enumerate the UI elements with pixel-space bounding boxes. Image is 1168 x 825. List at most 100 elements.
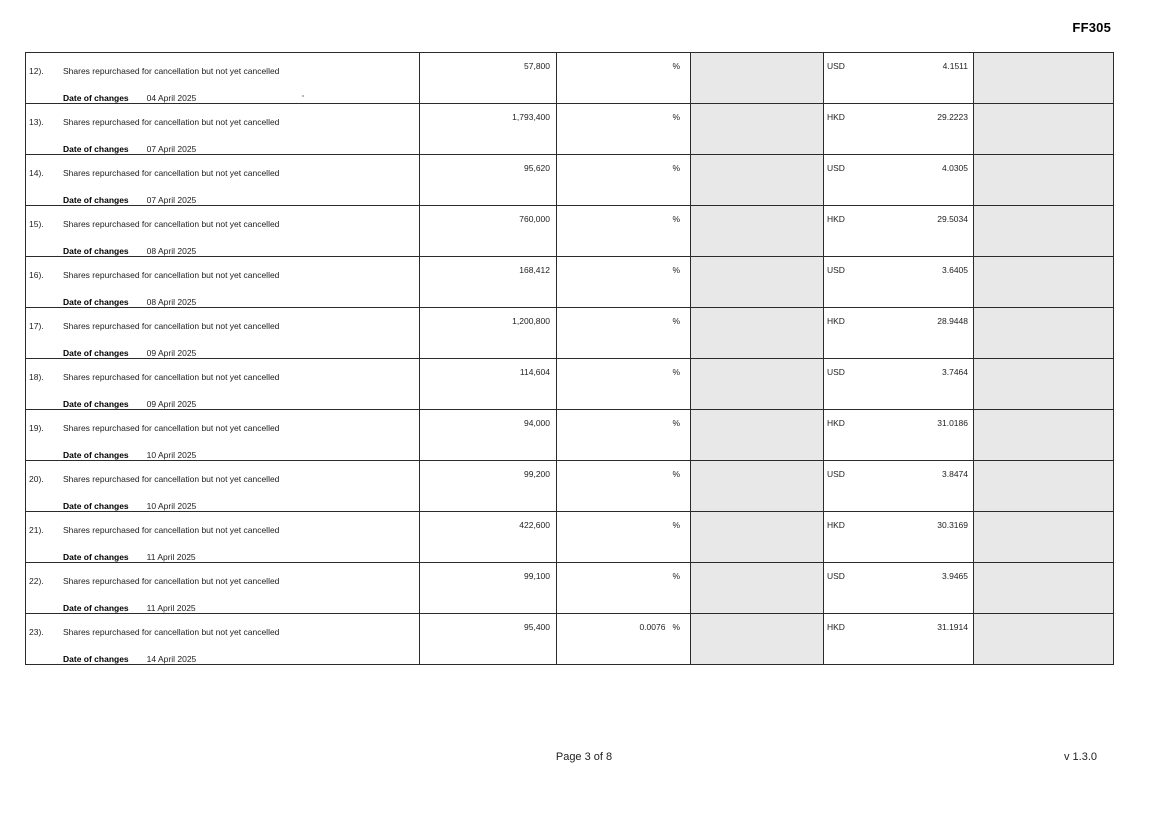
cell-description: 14). Shares repurchased for cancellation … [25, 154, 420, 206]
shares-value: 94,000 [524, 418, 550, 428]
percent-symbol: % [672, 469, 680, 479]
row-description: Shares repurchased for cancellation but … [63, 474, 280, 484]
row-number: 14). [29, 168, 44, 178]
cell-percent: % [556, 562, 691, 614]
table-row: 17). Shares repurchased for cancellation … [25, 307, 1114, 359]
cell-percent: % [556, 511, 691, 563]
table-row: 16). Shares repurchased for cancellation … [25, 256, 1114, 308]
percent-symbol: % [672, 61, 680, 71]
cell-currency: USD 3.6405 [823, 256, 974, 308]
row-number: 17). [29, 321, 44, 331]
row-description: Shares repurchased for cancellation but … [63, 270, 280, 280]
date-of-changes-value: 07 April 2025 [146, 144, 197, 154]
currency-rate: 31.1914 [937, 622, 968, 632]
shares-value: 1,200,800 [512, 316, 550, 326]
date-of-changes-label: Date of changes [63, 348, 129, 358]
row-number: 21). [29, 525, 44, 535]
cell-shaded-blank-2 [973, 256, 1114, 308]
date-of-changes-label: Date of changes [63, 93, 129, 103]
cell-shaded-blank-2 [973, 613, 1114, 665]
cell-shaded-blank-2 [973, 562, 1114, 614]
currency-code: USD [827, 61, 845, 71]
scan-artifact-dot [302, 95, 304, 97]
cell-description: 12). Shares repurchased for cancellation … [25, 52, 420, 104]
shares-value: 422,600 [519, 520, 550, 530]
shares-value: 95,620 [524, 163, 550, 173]
cell-currency: HKD 29.5034 [823, 205, 974, 257]
percent-symbol: % [672, 265, 680, 275]
cell-shares: 168,412 [419, 256, 557, 308]
percent-value: 0.0076 [639, 622, 666, 632]
date-of-changes-value: 10 April 2025 [146, 450, 197, 460]
row-description: Shares repurchased for cancellation but … [63, 321, 280, 331]
currency-rate: 29.2223 [937, 112, 968, 122]
cell-shaded-blank-1 [690, 205, 824, 257]
cell-description: 13). Shares repurchased for cancellation … [25, 103, 420, 155]
row-number: 22). [29, 576, 44, 586]
cell-description: 17). Shares repurchased for cancellation … [25, 307, 420, 359]
row-description: Shares repurchased for cancellation but … [63, 219, 280, 229]
currency-code: USD [827, 571, 845, 581]
cell-percent: % [556, 52, 691, 104]
cell-shaded-blank-2 [973, 52, 1114, 104]
date-of-changes-label: Date of changes [63, 450, 129, 460]
cell-percent: % [556, 460, 691, 512]
cell-shares: 1,200,800 [419, 307, 557, 359]
table-row: 14). Shares repurchased for cancellation … [25, 154, 1114, 206]
date-of-changes-value: 09 April 2025 [146, 399, 197, 409]
percent-symbol: % [672, 418, 680, 428]
currency-code: HKD [827, 214, 845, 224]
percent-symbol: % [672, 214, 680, 224]
date-of-changes-label: Date of changes [63, 246, 129, 256]
currency-rate: 3.6405 [942, 265, 968, 275]
currency-rate: 3.7464 [942, 367, 968, 377]
currency-rate: 4.1511 [942, 61, 968, 71]
shares-value: 99,200 [524, 469, 550, 479]
currency-rate: 3.8474 [942, 469, 968, 479]
cell-shaded-blank-1 [690, 154, 824, 206]
cell-currency: USD 3.8474 [823, 460, 974, 512]
cell-shaded-blank-2 [973, 103, 1114, 155]
cell-currency: HKD 31.1914 [823, 613, 974, 665]
shares-value: 760,000 [519, 214, 550, 224]
table-row: 12). Shares repurchased for cancellation … [25, 52, 1114, 104]
cell-description: 15). Shares repurchased for cancellation … [25, 205, 420, 257]
table-row: 22). Shares repurchased for cancellation … [25, 562, 1114, 614]
cell-shaded-blank-1 [690, 562, 824, 614]
table-row: 21). Shares repurchased for cancellation … [25, 511, 1114, 563]
cell-percent: % [556, 307, 691, 359]
cell-percent: % [556, 358, 691, 410]
currency-code: HKD [827, 112, 845, 122]
table-row: 19). Shares repurchased for cancellation … [25, 409, 1114, 461]
cell-percent: % [556, 205, 691, 257]
row-number: 16). [29, 270, 44, 280]
cell-shares: 422,600 [419, 511, 557, 563]
percent-symbol: % [672, 571, 680, 581]
currency-code: USD [827, 163, 845, 173]
percent-symbol: % [672, 316, 680, 326]
cell-shaded-blank-2 [973, 154, 1114, 206]
table-row: 20). Shares repurchased for cancellation … [25, 460, 1114, 512]
currency-code: HKD [827, 316, 845, 326]
page-footer: Page 3 of 8 v 1.3.0 [0, 751, 1168, 771]
date-of-changes-value: 09 April 2025 [146, 348, 197, 358]
cell-shaded-blank-1 [690, 460, 824, 512]
cell-shaded-blank-2 [973, 205, 1114, 257]
date-of-changes-value: 08 April 2025 [146, 246, 197, 256]
percent-symbol: % [672, 367, 680, 377]
date-of-changes-value: 08 April 2025 [146, 297, 197, 307]
cell-currency: USD 3.7464 [823, 358, 974, 410]
row-description: Shares repurchased for cancellation but … [63, 372, 280, 382]
date-of-changes-value: 04 April 2025 [146, 93, 197, 103]
cell-shaded-blank-2 [973, 460, 1114, 512]
row-description: Shares repurchased for cancellation but … [63, 627, 280, 637]
percent-symbol: % [672, 520, 680, 530]
shares-value: 99,100 [524, 571, 550, 581]
currency-code: HKD [827, 418, 845, 428]
cell-shares: 95,400 [419, 613, 557, 665]
cell-description: 23). Shares repurchased for cancellation … [25, 613, 420, 665]
date-of-changes-value: 11 April 2025 [146, 552, 196, 562]
cell-percent: % [556, 409, 691, 461]
row-description: Shares repurchased for cancellation but … [63, 168, 280, 178]
cell-description: 18). Shares repurchased for cancellation … [25, 358, 420, 410]
